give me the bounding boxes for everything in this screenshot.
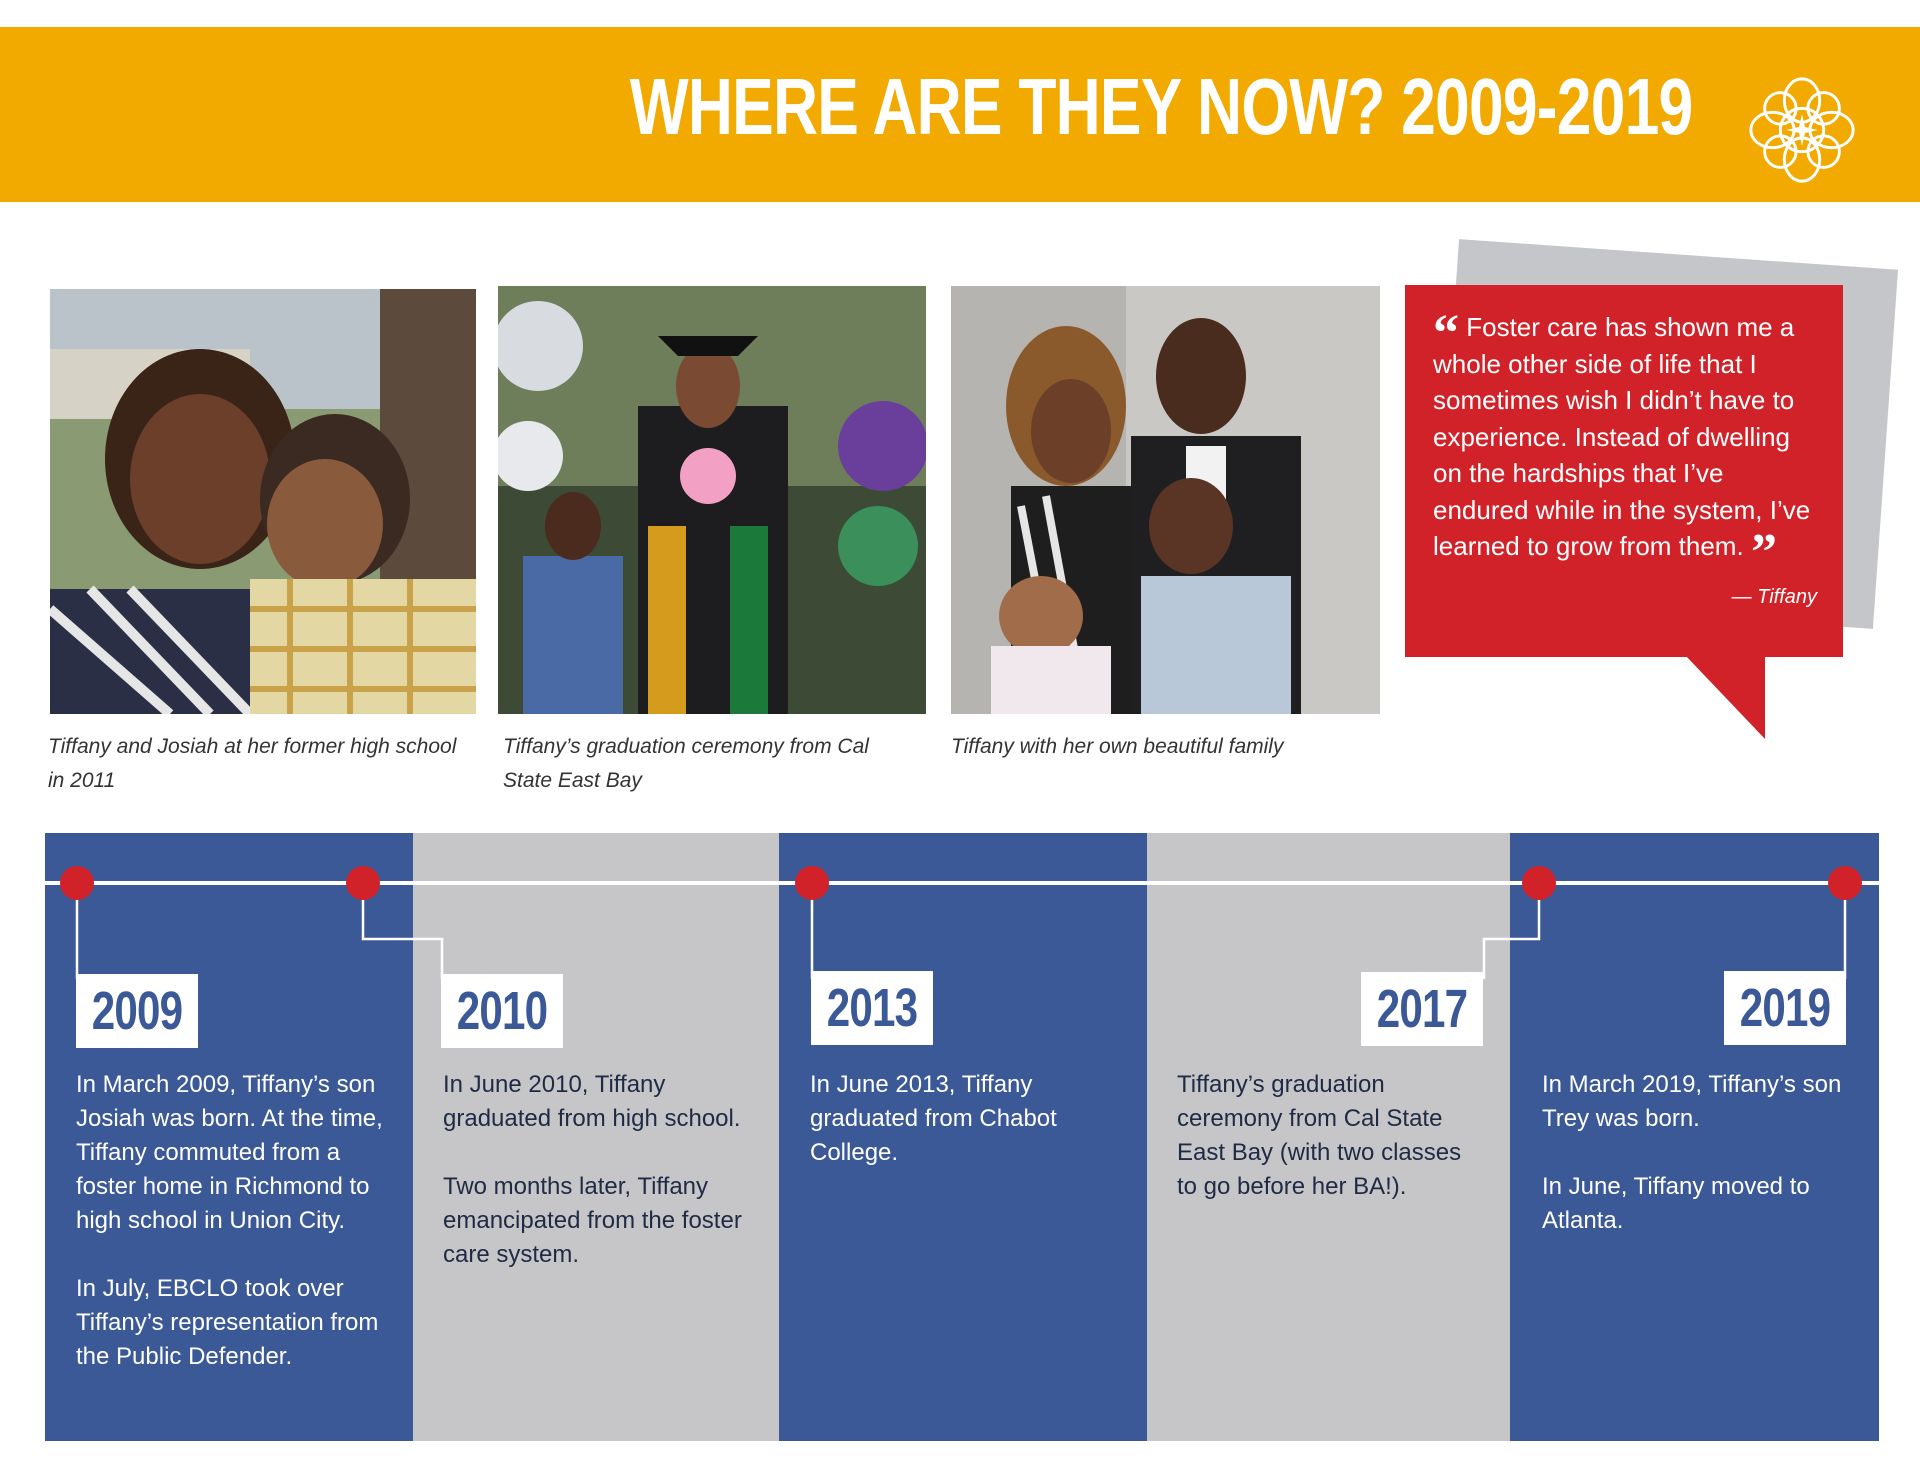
year-text: 2010: [456, 981, 548, 1041]
timeline-text-2013: In June 2013, Tiffany graduated from Cha…: [810, 1068, 1110, 1204]
photo-caption-3: Tiffany with her own beautiful family: [951, 735, 1284, 758]
year-label-2019: 2019: [1724, 971, 1846, 1045]
timeline-dot: [1522, 866, 1556, 900]
timeline-paragraph: Two months later, Tiffany emancipated fr…: [443, 1173, 742, 1268]
header-banner: WHERE ARE THEY NOW? 2009-2019: [0, 27, 1920, 202]
timeline-column-2013: [779, 833, 1147, 1441]
quote-tail: [1685, 655, 1765, 739]
timeline-text-2009: In March 2009, Tiffany’s son Josiah was …: [76, 1068, 396, 1408]
timeline-column-2010: [413, 833, 779, 1441]
page-title: WHERE ARE THEY NOW? 2009-2019: [629, 62, 1693, 151]
timeline-track: [45, 866, 1879, 979]
timeline-paragraph: Tiffany’s graduation ceremony from Cal S…: [1177, 1071, 1462, 1200]
photo-family: [951, 286, 1380, 714]
timeline-column-2009: [45, 833, 413, 1441]
mandala-logo-icon: [1749, 77, 1855, 183]
quote-box: “ Foster care has shown me a whole other…: [1405, 285, 1843, 657]
timeline-dot: [346, 866, 380, 900]
year-label-2009: 2009: [76, 974, 198, 1048]
timeline-text-2017: Tiffany’s graduation ceremony from Cal S…: [1177, 1068, 1487, 1238]
timeline-dot: [60, 866, 94, 900]
timeline-text-2019: In March 2019, Tiffany’s son Trey was bo…: [1542, 1068, 1852, 1272]
photo-mother-and-son: [50, 289, 476, 714]
quote-attribution: — Tiffany: [1731, 586, 1817, 608]
close-quote-icon: ”: [1750, 524, 1777, 581]
year-label-2017: 2017: [1361, 972, 1483, 1046]
photo-caption-1: Tiffany and Josiah at her former high sc…: [48, 735, 457, 792]
timeline-column-2019: [1510, 833, 1879, 1441]
quote-body: Foster care has shown me a whole other s…: [1433, 312, 1811, 561]
timeline-paragraph: In June 2013, Tiffany graduated from Cha…: [810, 1071, 1057, 1166]
year-text: 2009: [91, 981, 183, 1041]
timeline-paragraph: In July, EBCLO took over Tiffany’s repre…: [76, 1275, 379, 1370]
timeline-dot: [795, 866, 829, 900]
timeline-column-2017: [1147, 833, 1510, 1441]
open-quote-icon: “: [1433, 305, 1459, 362]
timeline-paragraph: In June 2010, Tiffany graduated from hig…: [443, 1071, 741, 1132]
year-text: 2019: [1739, 978, 1831, 1038]
year-text: 2017: [1376, 979, 1468, 1039]
timeline-paragraph: In March 2009, Tiffany’s son Josiah was …: [76, 1071, 383, 1234]
year-text: 2013: [826, 978, 918, 1038]
timeline-paragraph: In March 2019, Tiffany’s son Trey was bo…: [1542, 1071, 1842, 1132]
photo-caption-2: Tiffany’s graduation ceremony from Cal S…: [503, 735, 869, 792]
timeline-dot: [1828, 866, 1862, 900]
year-label-2013: 2013: [811, 971, 933, 1045]
photo-graduation: [498, 286, 926, 714]
quote-text: “ Foster care has shown me a whole other…: [1433, 308, 1817, 579]
timeline-text-2010: In June 2010, Tiffany graduated from hig…: [443, 1068, 753, 1306]
timeline-paragraph: In June, Tiffany moved to Atlanta.: [1542, 1173, 1810, 1234]
year-label-2010: 2010: [441, 974, 563, 1048]
connector-2017: [1482, 883, 1541, 979]
connector-2010: [361, 883, 444, 979]
